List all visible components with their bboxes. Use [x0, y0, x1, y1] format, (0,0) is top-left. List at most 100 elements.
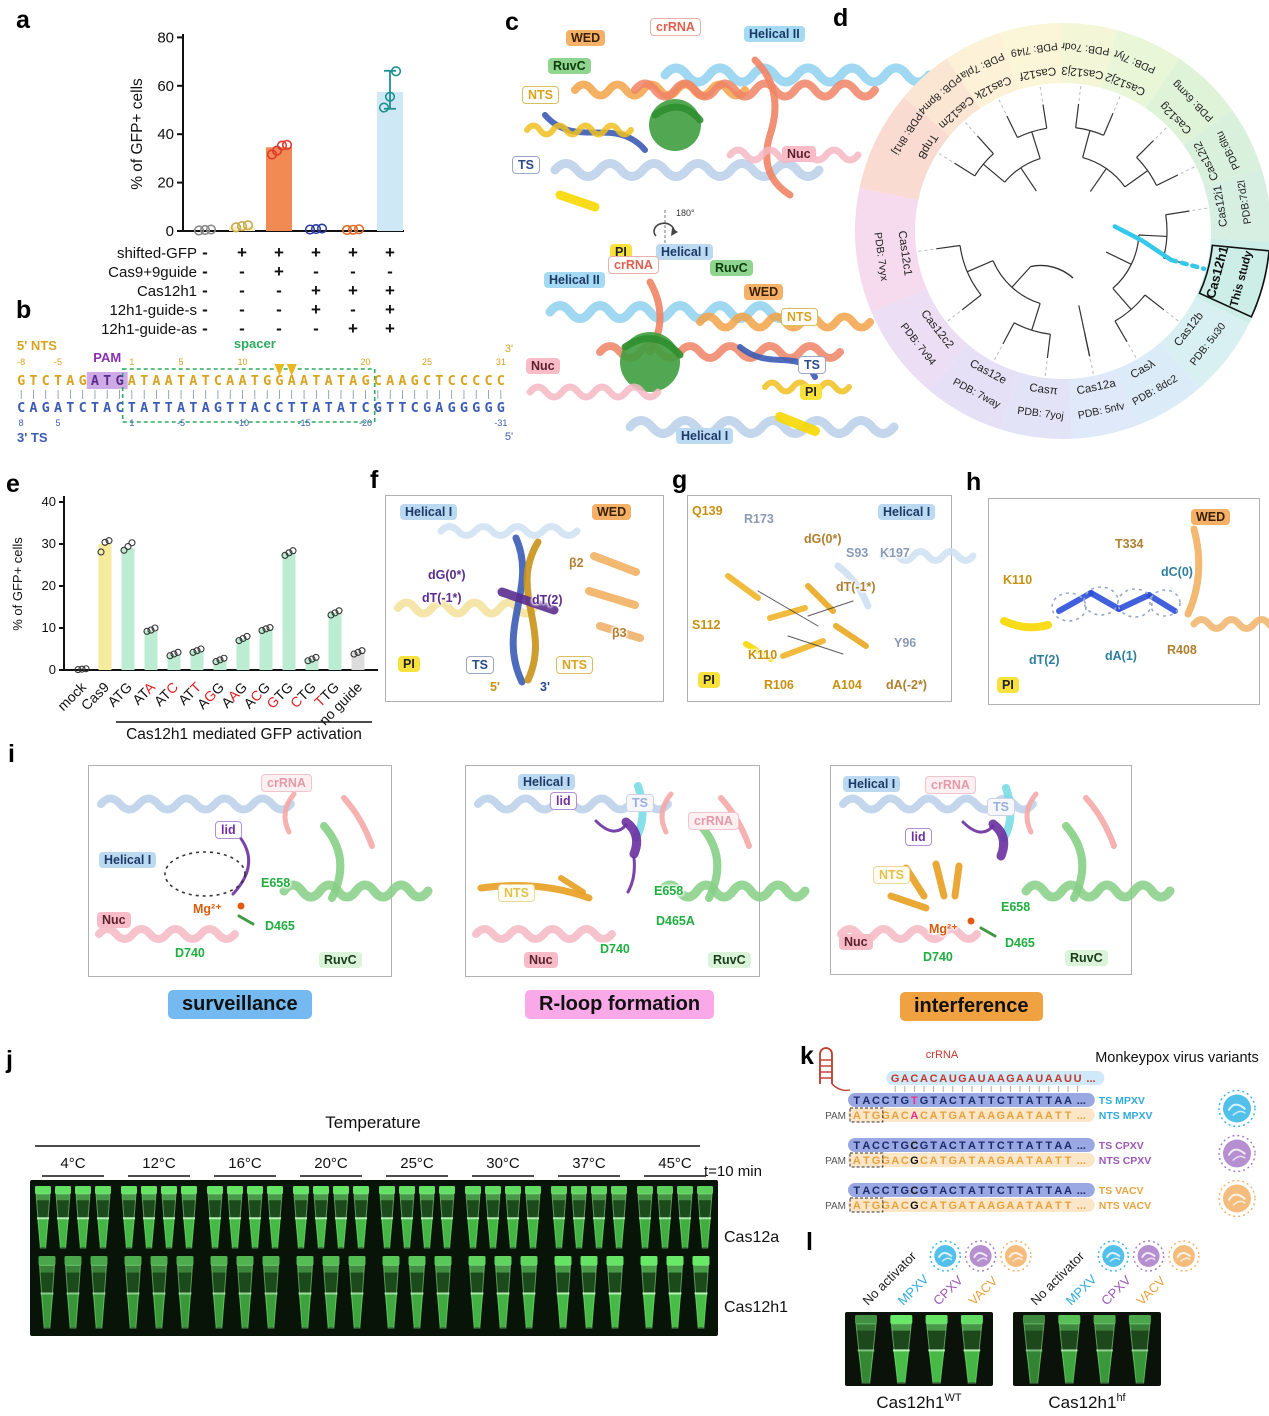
wed-label: WED [1191, 509, 1231, 526]
text: A [1045, 1073, 1053, 1085]
data-point [341, 224, 353, 236]
condition-symbol: + [274, 262, 284, 281]
text: A [939, 1185, 947, 1197]
rect [855, 1315, 877, 1324]
polygon [264, 1293, 278, 1327]
ruvc-label: RuvC [708, 952, 751, 969]
text: G [901, 1095, 910, 1107]
rect [293, 1186, 309, 1195]
rect [678, 1194, 692, 1201]
path [477, 882, 593, 902]
condition-symbol: - [313, 262, 319, 281]
path [1190, 616, 1269, 632]
text: T [853, 1185, 860, 1197]
ts-cpxv: TS CPXV [1099, 1140, 1144, 1152]
text: C [997, 1095, 1005, 1107]
nts-label: NTS [522, 86, 559, 105]
text: T [177, 373, 185, 389]
rect [611, 1186, 627, 1195]
rect [886, 1071, 1105, 1085]
text: T [1065, 1155, 1072, 1167]
data-point [262, 625, 270, 633]
path [887, 892, 930, 912]
text: | [424, 390, 429, 400]
caption-cas12h1wt: Cas12h1WT [876, 1392, 961, 1412]
rect [848, 1138, 1095, 1152]
ts-label: TS [466, 656, 494, 675]
crrna-label: crRNA [688, 812, 739, 831]
3-label: 3' [540, 680, 550, 694]
text: T [940, 1110, 947, 1122]
rect [606, 1256, 624, 1266]
r173-label: R173 [744, 512, 774, 526]
polygon [77, 1218, 89, 1247]
d465-label: D465 [265, 919, 295, 933]
bar [236, 638, 250, 670]
tspan: WT [944, 1392, 961, 1404]
text: A [288, 373, 296, 389]
rect [38, 1256, 56, 1266]
text: C [484, 373, 492, 389]
condition-symbol: + [348, 281, 358, 300]
rect [354, 1194, 368, 1201]
line [936, 244, 961, 250]
line [1156, 174, 1179, 186]
rect [348, 1256, 366, 1266]
text: G [472, 400, 480, 416]
rect [856, 1323, 876, 1331]
polygon [57, 1218, 69, 1247]
text: T [1065, 1200, 1072, 1212]
polygon [183, 1218, 195, 1247]
text: C [115, 400, 123, 416]
d465-label: D465 [1005, 936, 1035, 950]
rect [66, 1265, 80, 1273]
data-point [212, 658, 220, 666]
tspan: Cas12h1 [1048, 1393, 1116, 1412]
path [1116, 592, 1152, 612]
temp-label: 45°C [658, 1155, 692, 1172]
cleavage-site-triangle [274, 364, 285, 376]
rect [210, 1256, 228, 1266]
panel-l-letter: l [806, 1228, 813, 1256]
text: T [325, 400, 333, 416]
rect [90, 1256, 108, 1266]
text: C [17, 400, 25, 416]
condition-symbol: - [202, 281, 208, 300]
text: C [448, 373, 456, 389]
text: G [901, 1140, 910, 1152]
text: | [154, 390, 159, 400]
crrna-label: crRNA [261, 774, 312, 793]
text: A [958, 1110, 966, 1122]
spacer-box [121, 368, 376, 423]
wed-label: WED [566, 30, 606, 47]
rect [176, 1256, 194, 1266]
text: | [92, 390, 97, 400]
text: A [862, 1095, 870, 1107]
path [585, 587, 639, 609]
row-label-cas12a: Cas12a [724, 1229, 779, 1246]
text: 31 [496, 357, 506, 367]
rect [55, 1186, 71, 1195]
text: | [252, 390, 257, 400]
polygon [963, 1350, 980, 1382]
dt-1-label: dT(-1*) [836, 580, 876, 594]
condition-row-label: Cas9+9guide [108, 264, 197, 281]
polygon [209, 1218, 221, 1247]
text: G [920, 1140, 929, 1152]
text: G [497, 400, 505, 416]
text: G [920, 1185, 929, 1197]
polygon [496, 1293, 510, 1327]
data-point [239, 634, 247, 643]
text: T [1026, 1155, 1033, 1167]
nts-label: NTS [556, 656, 593, 675]
polygon [699, 1218, 711, 1247]
line [967, 260, 994, 273]
text: C [882, 1185, 890, 1197]
line [1114, 320, 1128, 343]
polygon [679, 1218, 691, 1247]
rect [642, 1265, 656, 1273]
text: T [930, 1095, 937, 1107]
data-point [281, 139, 293, 150]
text: | [203, 390, 208, 400]
